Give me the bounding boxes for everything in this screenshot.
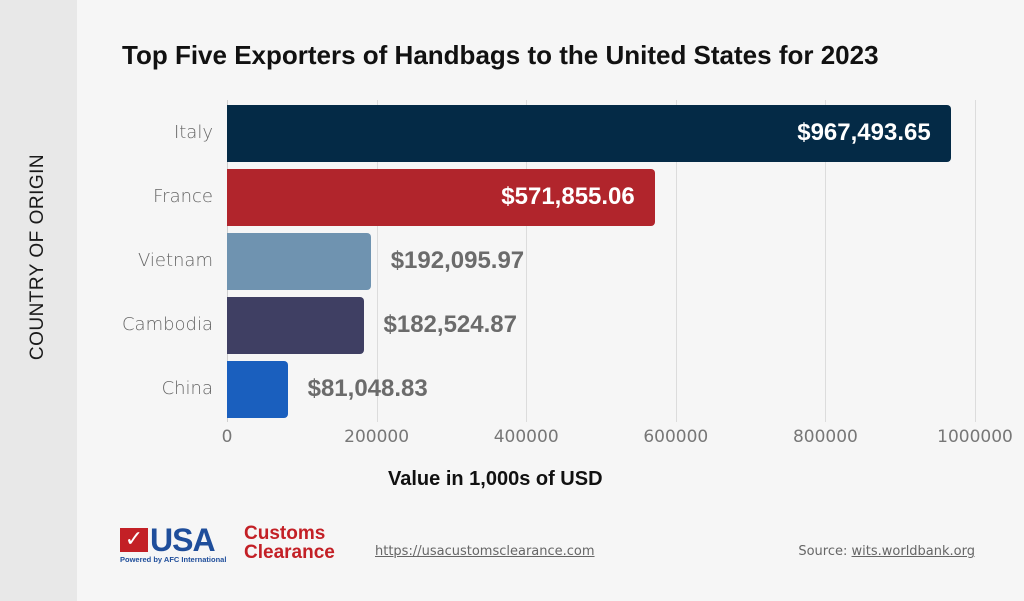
x-tick-label: 200000	[344, 427, 410, 447]
value-label-france: $571,855.06	[501, 183, 635, 210]
value-label-cambodia: $182,524.87	[383, 311, 517, 338]
x-tick-label: 0	[221, 427, 233, 447]
y-axis-label: COUNTRY OF ORIGIN	[27, 153, 48, 361]
category-label-italy: Italy	[173, 122, 213, 143]
source-credit: Source: wits.worldbank.org	[798, 544, 975, 559]
gridline	[526, 100, 528, 422]
plot-area: $967,493.65 $571,855.06 $192,095.97 $182,52…	[227, 100, 987, 422]
source-prefix: Source:	[798, 544, 852, 559]
bar-cambodia	[227, 297, 364, 354]
gridline	[376, 100, 378, 422]
category-label-france: France	[153, 186, 213, 207]
logo-powered-by: Powered by AFC International	[120, 555, 227, 564]
logo-customs-text: Customs	[244, 523, 326, 544]
x-axis-label: Value in 1,000s of USD	[388, 468, 603, 490]
value-label-vietnam: $192,095.97	[390, 247, 525, 274]
bar-china	[227, 361, 288, 418]
value-label-italy: $967,493.65	[797, 119, 931, 146]
bar-vietnam	[227, 233, 371, 290]
chart-title: Top Five Exporters of Handbags to the Un…	[122, 40, 879, 70]
bar-france	[227, 169, 655, 226]
x-tick-label: 800000	[792, 427, 858, 447]
website-link[interactable]: https://usacustomsclearance.com	[375, 544, 595, 559]
category-label-vietnam: Vietnam	[137, 250, 213, 271]
category-label-cambodia: Cambodia	[121, 314, 213, 335]
usa-customs-clearance-logo: ✓ USA Powered by AFC International Custo…	[120, 522, 350, 566]
x-tick-label: 1000000	[937, 427, 1013, 447]
gridline	[975, 100, 976, 422]
bar-italy	[227, 105, 951, 162]
source-link[interactable]: wits.worldbank.org	[851, 544, 975, 559]
side-panel: COUNTRY OF ORIGIN	[0, 0, 77, 601]
category-label-china: China	[161, 378, 213, 399]
x-tick-label: 400000	[493, 427, 559, 447]
x-tick-label: 600000	[643, 427, 709, 447]
gridline	[825, 100, 827, 422]
logo-usa-text: USA	[150, 522, 216, 558]
checkmark-icon: ✓	[120, 528, 148, 552]
value-label-china: $81,048.83	[307, 375, 428, 402]
logo-clearance-text: Clearance	[244, 542, 335, 563]
gridline	[675, 100, 677, 422]
